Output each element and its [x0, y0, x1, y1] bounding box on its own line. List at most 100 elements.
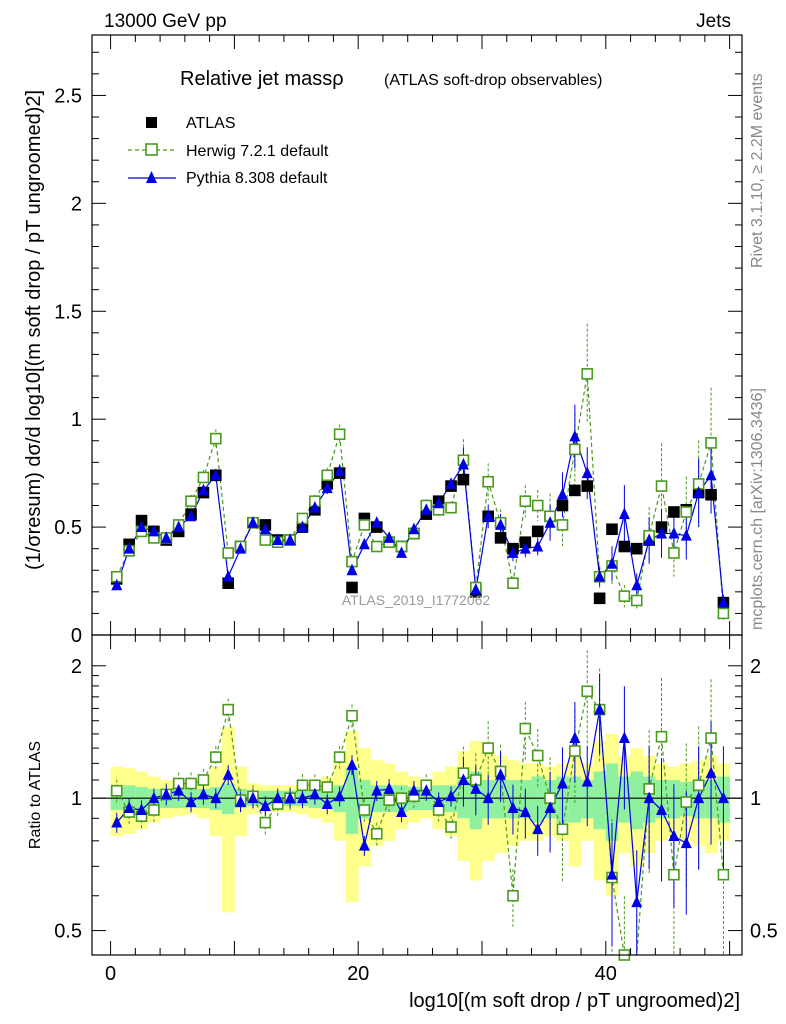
pythia-point [433, 496, 445, 509]
y-tick-label-ratio-left: 1 [71, 788, 82, 810]
pythia-point [470, 583, 482, 595]
pythia-ratio-point [556, 776, 568, 789]
pythia-ratio-line [116, 709, 724, 903]
x-tick-label: 20 [347, 963, 369, 985]
pythia-point [148, 524, 160, 537]
herwig-point [197, 471, 210, 484]
herwig-point [519, 495, 532, 507]
herwig-point [185, 495, 197, 507]
atlas-point [668, 506, 680, 518]
herwig-ratio-point [222, 703, 234, 716]
ratio-stat-band [345, 768, 359, 834]
herwig-point [210, 432, 222, 445]
energy-label: 13000 GeV pp [104, 11, 227, 32]
category-label: Jets [696, 11, 731, 32]
herwig-ratio-point [346, 709, 358, 722]
herwig-ratio-point [383, 794, 395, 806]
herwig-ratio-point [110, 784, 123, 797]
pythia-ratio-point [136, 803, 148, 815]
pythia-point [519, 542, 531, 554]
atlas-point [531, 525, 544, 538]
herwig-point [630, 594, 643, 607]
pythia-ratio-point [173, 784, 185, 796]
herwig-point [717, 607, 730, 620]
herwig-ratio-point [321, 781, 334, 793]
pythia-ratio-point [185, 795, 197, 808]
y-tick-label-main: 2 [71, 193, 82, 215]
pythia-point [420, 503, 432, 515]
pythia-point [222, 570, 234, 582]
pythia-point [495, 518, 507, 530]
pythia-ratio-point [569, 731, 581, 744]
pythia-ratio-point [631, 895, 643, 908]
herwig-ratio-point [395, 792, 408, 804]
herwig-point [259, 534, 272, 546]
pythia-point [235, 542, 247, 554]
pythia-point [693, 485, 705, 498]
herwig-point [358, 519, 371, 531]
pythia-point [606, 557, 618, 569]
pythia-point [210, 468, 222, 481]
chart-subtitle: (ATLAS soft-drop observables) [384, 72, 602, 89]
herwig-point [655, 480, 668, 492]
atlas-point [457, 473, 470, 486]
pythia-ratio-point [259, 799, 271, 811]
pythia-point [656, 526, 668, 539]
herwig-ratio-point [507, 889, 519, 902]
herwig-ratio-point [148, 804, 160, 816]
pythia-point [396, 546, 408, 558]
pythia-point [556, 488, 568, 500]
atlas-point [606, 523, 618, 536]
herwig-ratio-point [569, 745, 581, 757]
ratio-stat-band [605, 763, 619, 841]
pythia-ratio-point [222, 768, 234, 780]
herwig-point [569, 443, 581, 456]
pythia-ratio-point [272, 791, 284, 804]
herwig-ratio-point [185, 777, 197, 790]
pythia-point [507, 546, 519, 558]
pythia-point [569, 429, 581, 442]
pythia-ratio-point [235, 795, 247, 808]
pythia-ratio-point [160, 787, 172, 800]
herwig-point [370, 540, 383, 553]
pythia-ratio-point [346, 758, 358, 770]
pythia-point [371, 516, 383, 528]
pythia-ratio-point [643, 791, 655, 804]
pythia-point [705, 468, 717, 481]
pythia-ratio-point [581, 775, 593, 787]
legend: ATLAS Herwig 7.2.1 default Pythia 8.308 … [128, 115, 329, 187]
pythia-ratio-point [618, 731, 630, 744]
ratio-stat-band [568, 776, 582, 823]
atlas-point [494, 532, 507, 544]
pythia-ratio-point [482, 791, 494, 804]
pythia-ratio-point [123, 801, 135, 813]
pythia-ratio-point [495, 768, 507, 780]
ratio-frame [91, 634, 743, 956]
main-y-axis-label: (1/σresum) dσ/d log10[(m soft drop / pT … [23, 90, 45, 570]
pythia-ratio-point [358, 839, 370, 851]
y-tick-label-main: 0 [71, 625, 82, 647]
pythia-point [383, 531, 395, 543]
x-axis-label: log10[(m soft drop / pT ungroomed)2] [409, 990, 740, 1012]
herwig-point [482, 475, 494, 488]
herwig-ratio-point [519, 722, 532, 735]
pythia-point [717, 596, 729, 608]
pythia-ratio-point [408, 784, 420, 796]
herwig-ratio-point [296, 779, 309, 792]
pythia-line [116, 434, 725, 603]
y-tick-label-ratio-right: 1 [750, 788, 761, 810]
atlas-point [556, 499, 569, 512]
pythia-point [457, 457, 469, 470]
herwig-point [680, 506, 693, 518]
pythia-ratio-point [284, 791, 296, 804]
herwig-point [705, 437, 717, 449]
pythia-ratio-point [383, 782, 395, 794]
pythia-ratio-point [197, 787, 209, 800]
pythia-point [272, 533, 284, 545]
x-tick-label: 0 [105, 963, 116, 985]
herwig-point [618, 590, 631, 602]
herwig-ratio-point [531, 749, 544, 762]
legend-label-pythia: Pythia 8.308 default [186, 170, 328, 187]
y-tick-label-main: 1 [71, 409, 82, 431]
